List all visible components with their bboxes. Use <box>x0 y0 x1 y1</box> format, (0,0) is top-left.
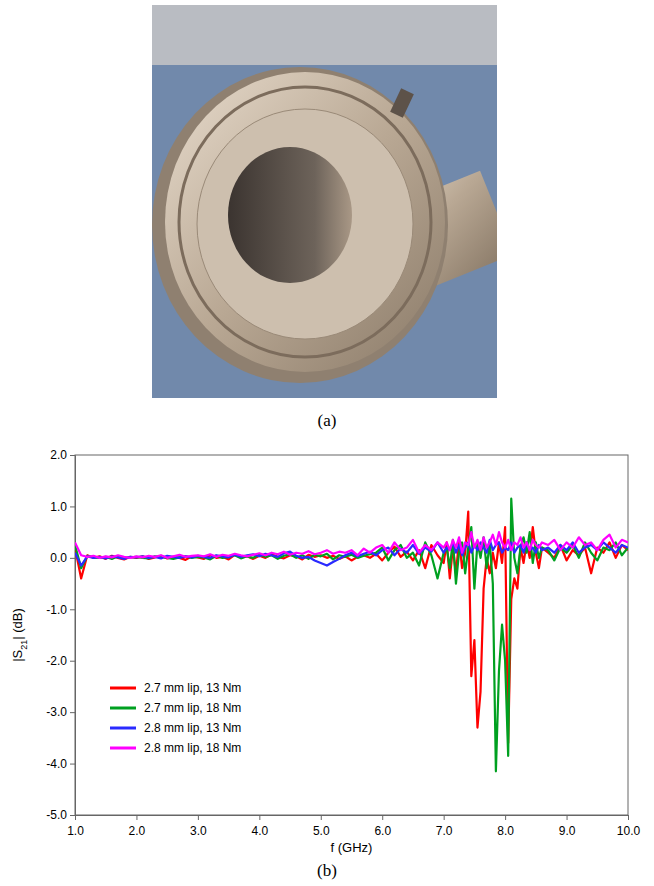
tick: 10.0 <box>617 815 641 838</box>
tick-label: 3.0 <box>190 824 207 838</box>
tick: 9.0 <box>559 815 576 838</box>
y-axis: -5.0 -4.0 -3.0 -2.0 -1.0 0.0 1.0 2.0 <box>46 448 75 822</box>
tick-label: 5.0 <box>313 824 330 838</box>
photo-flange-edge <box>152 67 448 383</box>
photo-key-slot <box>390 88 414 117</box>
photo <box>152 5 497 398</box>
tick-label: -2.0 <box>46 654 67 668</box>
tick-mark <box>70 764 75 765</box>
tick-label: 10.0 <box>617 824 641 838</box>
tick-label: -3.0 <box>46 705 67 719</box>
tick-label: 1.0 <box>67 824 84 838</box>
tick-mark <box>628 815 629 820</box>
tick: 7.0 <box>436 815 453 838</box>
panel-caption: (a) <box>318 411 337 430</box>
tick-mark <box>259 815 260 820</box>
axis-line <box>76 816 629 821</box>
panel-caption: (b) <box>317 861 337 880</box>
tick: 5.0 <box>313 815 330 838</box>
tick-mark <box>70 712 75 713</box>
series-line <box>75 532 628 558</box>
legend-label: 2.7 mm lip, 13 Nm <box>144 681 241 695</box>
legend-label: 2.8 mm lip, 13 Nm <box>144 721 241 735</box>
tick-label: 1.0 <box>50 500 67 514</box>
tick-label: 2.0 <box>50 448 67 462</box>
tick-mark <box>70 609 75 610</box>
tick-label: -1.0 <box>46 603 67 617</box>
photo-bore <box>228 147 352 283</box>
tick: -3.0 <box>46 705 75 719</box>
y-axis-title: |S21| (dB) <box>10 608 29 662</box>
tick-label: 4.0 <box>251 824 268 838</box>
tick: 2.0 <box>129 815 146 838</box>
legend-swatch <box>110 687 136 690</box>
photo-backdrop <box>152 5 497 65</box>
legend-label: 2.7 mm lip, 18 Nm <box>144 701 241 715</box>
tick-mark <box>321 815 322 820</box>
tick: 6.0 <box>374 815 391 838</box>
legend: 2.7 mm lip, 13 Nm 2.7 mm lip, 18 Nm 2.8 mm… <box>110 681 241 755</box>
tick-mark <box>70 815 75 816</box>
tick-label: 2.0 <box>129 824 146 838</box>
series-line <box>75 512 628 743</box>
tick-mark <box>136 815 137 820</box>
legend-swatch <box>110 747 136 750</box>
x-axis: 1.0 2.0 3.0 4.0 5.0 6.0 7.0 8.0 9.0 10.0 <box>67 815 640 838</box>
x-axis-title: f (GHz) <box>331 840 373 855</box>
series-line <box>75 499 628 772</box>
tick: 2.0 <box>50 448 75 462</box>
tick: 1.0 <box>67 815 84 838</box>
plot-frame <box>75 455 628 815</box>
tick-mark <box>70 506 75 507</box>
tick: -5.0 <box>46 808 75 822</box>
tick: 3.0 <box>190 815 207 838</box>
photo-flange <box>165 72 445 372</box>
tick-label: -4.0 <box>46 757 67 771</box>
tick-mark <box>70 661 75 662</box>
tick: 8.0 <box>497 815 514 838</box>
photo-background <box>152 5 497 398</box>
legend-swatch <box>110 727 136 730</box>
tick-label: 9.0 <box>559 824 576 838</box>
figure: (a) 1.0 2.0 3.0 4.0 5.0 6.0 7.0 8.0 9.0 10.0 -5.0 -4… <box>0 0 654 886</box>
plot-area <box>75 499 628 772</box>
tick-label: 8.0 <box>497 824 514 838</box>
tick-mark <box>70 455 75 456</box>
legend-swatch <box>110 707 136 710</box>
axis-line <box>70 456 76 816</box>
tick-mark <box>70 558 75 559</box>
tick-label: 0.0 <box>50 551 67 565</box>
tick-mark <box>567 815 568 820</box>
tick-mark <box>382 815 383 820</box>
tick: -2.0 <box>46 654 75 668</box>
tick: 4.0 <box>251 815 268 838</box>
tick: -1.0 <box>46 603 75 617</box>
legend-label: 2.8 mm lip, 18 Nm <box>144 741 241 755</box>
photo-groove <box>179 87 431 357</box>
tick-label: -5.0 <box>46 808 67 822</box>
tick: 1.0 <box>50 500 75 514</box>
tick: -4.0 <box>46 757 75 771</box>
tick-mark <box>505 815 506 820</box>
tick-label: 6.0 <box>374 824 391 838</box>
tick-mark <box>198 815 199 820</box>
tick: 0.0 <box>50 551 75 565</box>
tick-mark <box>444 815 445 820</box>
tick-label: 7.0 <box>436 824 453 838</box>
photo-face <box>197 109 413 339</box>
